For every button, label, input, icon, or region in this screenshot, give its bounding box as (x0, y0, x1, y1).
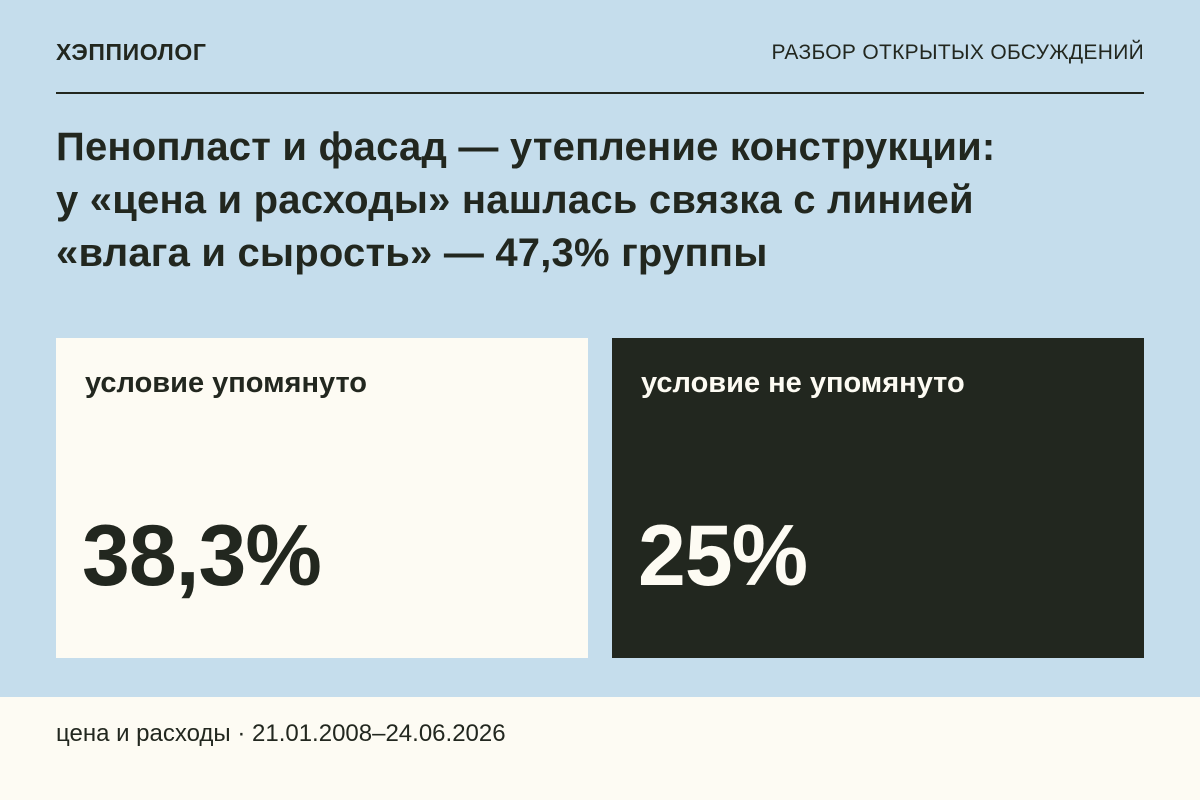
headline: Пенопласт и фасад — утепление конструкци… (56, 121, 1156, 280)
card-mentioned-label: условие упомянуто (85, 367, 368, 399)
card-mentioned-value: 38,3% (82, 508, 322, 604)
headline-line-3: «влага и сырость» — 47,3% группы (56, 231, 768, 275)
card-not-mentioned: условие не упомянуто 25% (612, 338, 1144, 658)
top-panel: ХЭППИОЛОГ РАЗБОР ОТКРЫТЫХ ОБСУЖДЕНИЙ Пен… (56, 39, 1156, 658)
footer: цена и расходы · 21.01.2008–24.06.2026 (0, 697, 1200, 800)
footer-caption: цена и расходы · 21.01.2008–24.06.2026 (56, 720, 506, 747)
brand-logo: ХЭППИОЛОГ (56, 39, 207, 65)
card-mentioned: условие упомянуто 38,3% (56, 338, 588, 658)
card-not-mentioned-label: условие не упомянуто (641, 367, 965, 399)
section-label: РАЗБОР ОТКРЫТЫХ ОБСУЖДЕНИЙ (771, 41, 1144, 64)
card-not-mentioned-value: 25% (638, 508, 808, 604)
header-divider (56, 92, 1144, 94)
headline-line-2: у «цена и расходы» нашлась связка с лини… (56, 178, 974, 222)
headline-line-1: Пенопласт и фасад — утепление конструкци… (56, 125, 996, 169)
